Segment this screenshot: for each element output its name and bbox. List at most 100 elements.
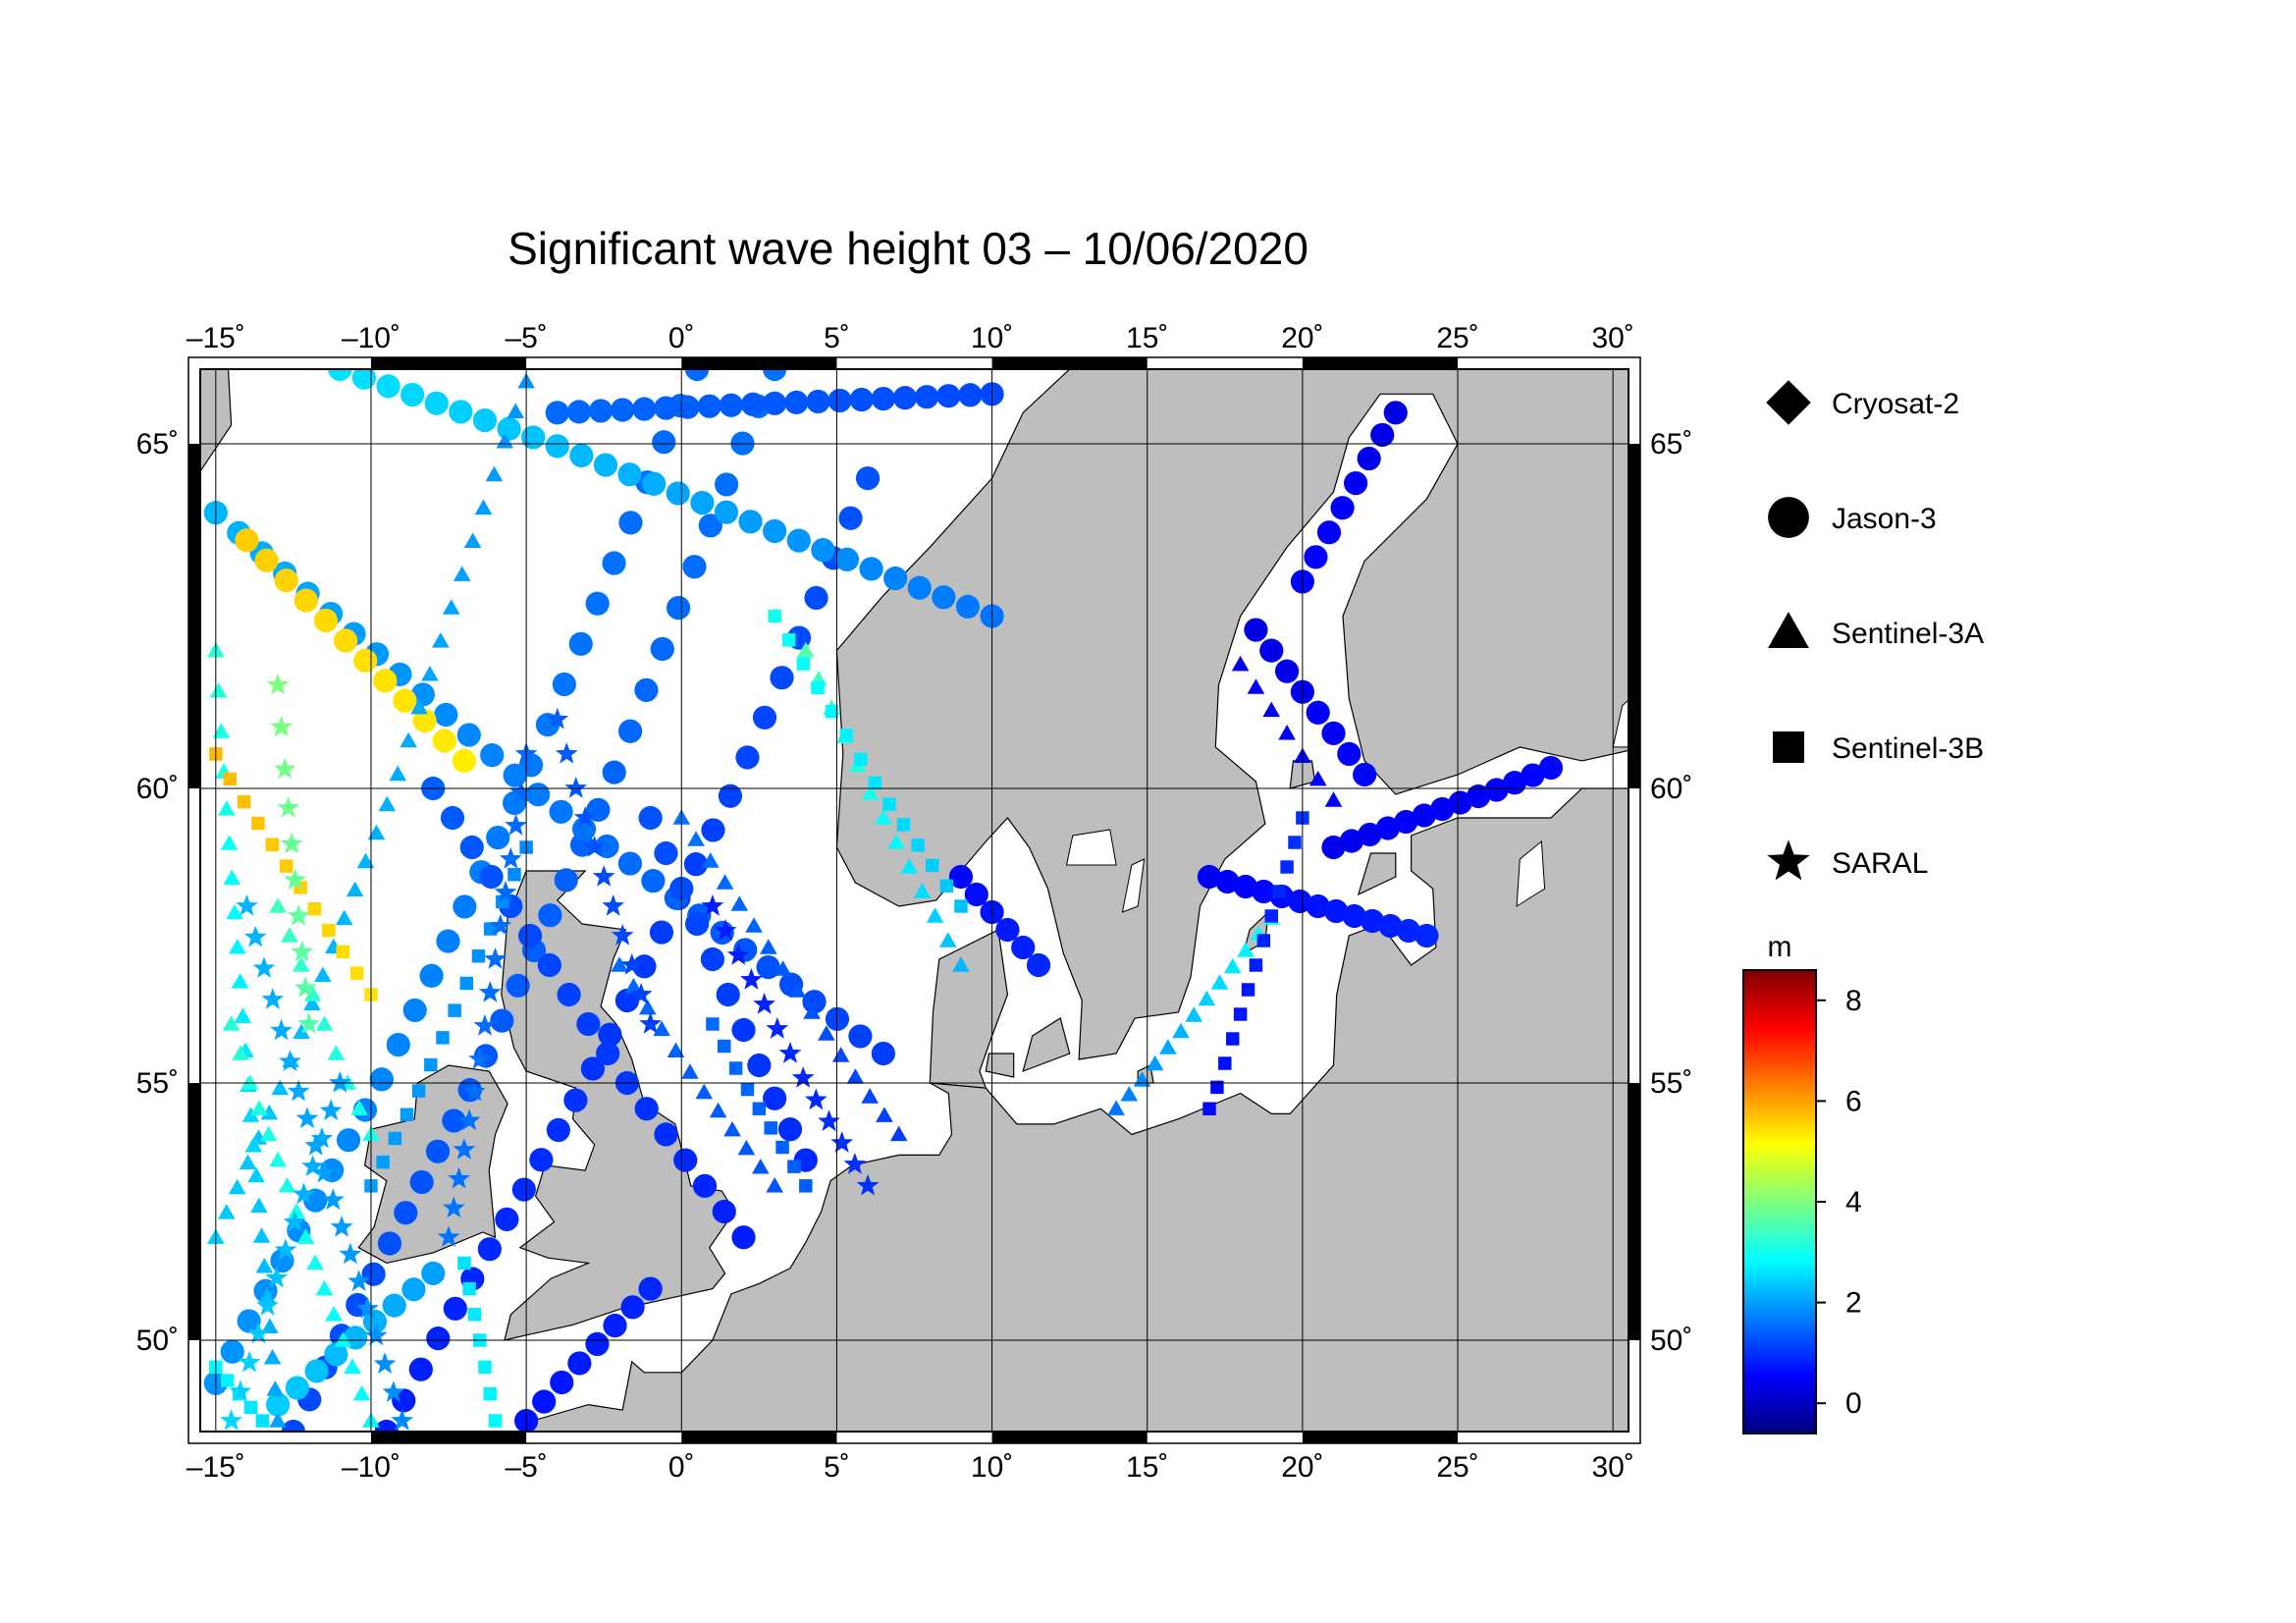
jason3-point <box>618 511 643 535</box>
jason3-point <box>654 396 678 420</box>
frame-bars <box>187 356 1641 1444</box>
sentinel3a-point <box>306 1254 324 1271</box>
legend-item-saral: SARAL <box>1767 839 1928 881</box>
jason3-point <box>426 1326 451 1351</box>
saral-point <box>791 1066 815 1088</box>
jason3-point <box>654 1122 678 1147</box>
jason3-point <box>333 628 358 653</box>
sentinel3b-point <box>796 657 811 671</box>
jason3-point <box>1197 864 1222 890</box>
jason3-point <box>716 982 740 1007</box>
saral-point <box>489 914 512 936</box>
legend-label: Jason-3 <box>1832 503 1937 535</box>
jason3-point <box>595 834 619 859</box>
jason3-point <box>598 1022 622 1047</box>
legend-label: Sentinel-3A <box>1832 618 1984 650</box>
jason3-point <box>517 923 543 948</box>
jason3-point <box>443 1296 467 1321</box>
jason3-point <box>235 528 259 553</box>
saral-point <box>753 993 775 1014</box>
sentinel3a-point <box>250 1197 268 1214</box>
sentinel3a-point <box>229 938 246 954</box>
jason3-point <box>588 399 614 423</box>
sentinel3a-point <box>271 1079 290 1096</box>
saral-point <box>448 1166 470 1189</box>
jason3-point <box>756 954 780 980</box>
sentinel3a-point <box>1159 1039 1177 1055</box>
frame-bar-bottom <box>1302 1432 1459 1443</box>
jason3-point <box>1521 763 1545 787</box>
lon-tick-label-top: 20˚ <box>1281 322 1323 354</box>
jason3-point <box>549 799 573 824</box>
sentinel3a-point <box>261 1318 279 1334</box>
jason3-point <box>684 911 710 937</box>
sentinel3a-point <box>278 1177 296 1193</box>
sentinel3a-point <box>653 1020 670 1037</box>
saral-point <box>611 924 634 946</box>
legend-item-sentinel-3a: Sentinel-3A <box>1768 612 1984 650</box>
jason3-point <box>442 1109 466 1133</box>
jason3-point <box>955 594 981 619</box>
sentinel3b-point <box>223 772 237 786</box>
saral-point <box>602 894 625 916</box>
saral-point <box>463 1079 486 1102</box>
jason3-point <box>1378 913 1403 939</box>
sentinel3a-point <box>269 1151 287 1167</box>
jason3-point <box>479 864 504 890</box>
frame-bar-top <box>1302 357 1459 369</box>
sentinel3b-point <box>471 949 486 963</box>
sentinel3a-point <box>292 956 310 972</box>
jason3-point <box>642 471 667 496</box>
jason3-point <box>328 369 352 382</box>
jason3-point <box>763 391 787 415</box>
sentinel3b-point <box>436 1031 450 1045</box>
saral-point <box>468 1048 492 1069</box>
jason3-point <box>763 1086 787 1110</box>
sentinel3b-point <box>237 794 251 809</box>
sentinel3a-point <box>875 809 892 825</box>
sentinel3b-point <box>243 1400 258 1415</box>
legend-label: SARAL <box>1832 847 1928 880</box>
sentinel3a-point <box>239 1154 257 1170</box>
sentinel3b-point <box>265 838 280 851</box>
sentinel3a-point <box>1107 1100 1125 1115</box>
sentinel3a-point <box>701 852 720 868</box>
saral-point <box>453 1138 476 1160</box>
jason3-point <box>806 389 830 414</box>
jason3-point <box>777 1117 803 1142</box>
jason3-point <box>849 387 874 412</box>
sentinel3b-point <box>706 1017 720 1031</box>
legend-label: Cryosat-2 <box>1832 388 1959 420</box>
lon-tick-label-top: –15˚ <box>187 322 245 354</box>
sentinel3a-point <box>293 1023 310 1039</box>
jason3-point <box>1467 784 1491 809</box>
jason3-point <box>617 851 643 876</box>
legend-item-jason-3: Jason-3 <box>1768 497 1937 538</box>
sentinel3b-point <box>728 1061 743 1075</box>
sentinel3a-point <box>325 1306 343 1322</box>
jason3-point <box>763 518 787 544</box>
saral-point <box>321 1188 345 1211</box>
track-32 <box>220 1071 351 1431</box>
track-19 <box>611 956 783 1193</box>
sentinel3b-point <box>279 859 294 873</box>
jason3-point <box>1215 869 1240 894</box>
jason3-point <box>567 1351 592 1376</box>
saral-point <box>830 1131 854 1153</box>
jason3-point <box>486 825 510 850</box>
jason3-point <box>1337 741 1362 767</box>
lon-tick-label-bottom: –15˚ <box>187 1451 245 1484</box>
jason3-point <box>1396 918 1421 944</box>
jason3-point <box>1339 829 1364 853</box>
sentinel3a-point <box>1120 1085 1139 1102</box>
frame-bar-top <box>991 357 1148 369</box>
diamond-icon <box>1766 380 1811 425</box>
jason3-point <box>408 1357 433 1381</box>
saral-point <box>313 1161 336 1183</box>
square-icon <box>1773 731 1804 763</box>
saral-point <box>256 1294 279 1316</box>
jason3-point <box>1357 446 1381 471</box>
sentinel3a-point <box>1146 1055 1164 1071</box>
jason3-point <box>634 1097 659 1121</box>
